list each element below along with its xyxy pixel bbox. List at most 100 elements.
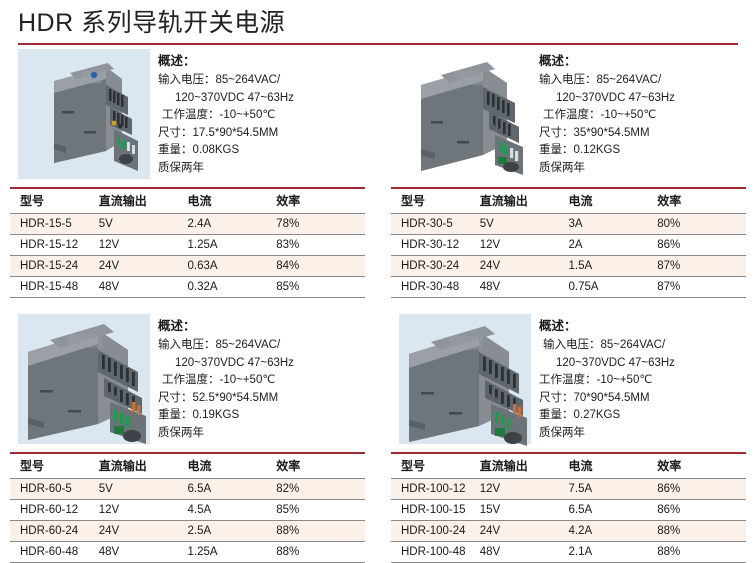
cell-efficiency: 80% <box>657 213 746 235</box>
column-header-current: 电流 <box>568 188 658 214</box>
cell-efficiency: 87% <box>657 255 746 277</box>
hdr-30-product-photo <box>391 45 539 183</box>
cell-model: HDR-30-5 <box>391 213 480 235</box>
spec-input-voltage-line2: 120~370VDC 47~63Hz <box>556 356 675 369</box>
hdr-15-product-photo <box>10 45 158 183</box>
spec-input-voltage-line1: 输入电压：85~264VAC/ <box>158 74 281 86</box>
spec-dimensions: 尺寸：52.5*90*54.5MM <box>158 391 279 404</box>
table-header-row: 型号 直流输出 电流 效率 <box>391 453 746 479</box>
table-row: HDR-30-12 12V 2A 86% <box>391 234 746 256</box>
table-top-rule <box>10 451 365 454</box>
cell-model: HDR-60-48 <box>10 541 99 563</box>
table-top-rule <box>391 451 746 454</box>
hdr-60-specs: 概述： 输入电压：85~264VAC/ 120~370VDC 47~63Hz 工… <box>158 310 365 443</box>
column-header-efficiency: 效率 <box>276 453 365 479</box>
column-header-dc-output: 直流输出 <box>98 453 188 479</box>
row-spacer <box>10 298 746 310</box>
table-row: HDR-15-48 48V 0.32A 85% <box>10 276 365 298</box>
spec-weight: 重量：0.27KGS <box>539 409 621 421</box>
cell-dc-output: 5V <box>98 213 188 235</box>
table-row: HDR-60-48 48V 1.25A 88% <box>10 541 365 563</box>
column-header-model: 型号 <box>10 453 99 479</box>
cell-current: 2.4A <box>187 213 277 235</box>
cell-current: 1.25A <box>187 234 277 256</box>
table-row: HDR-15-12 12V 1.25A 83% <box>10 234 365 256</box>
din-rail-psu-illustration <box>10 310 158 448</box>
table-row: HDR-30-5 5V 3A 80% <box>391 213 746 235</box>
spec-weight: 重量：0.12KGS <box>539 144 621 156</box>
column-header-model: 型号 <box>391 453 480 479</box>
cell-model: HDR-15-24 <box>10 255 99 277</box>
column-header-efficiency: 效率 <box>276 188 365 214</box>
cell-efficiency: 88% <box>657 520 746 542</box>
cell-dc-output: 5V <box>98 478 188 500</box>
cell-model: HDR-60-5 <box>10 478 99 500</box>
spec-input-voltage-line2: 120~370VDC 47~63Hz <box>175 356 294 369</box>
cell-model: HDR-100-48 <box>391 541 480 563</box>
hdr-15-spec-table: 型号 直流输出 电流 效率 HDR-15-5 5V 2.4A 78% HDR-1… <box>10 186 365 298</box>
column-header-current: 电流 <box>187 453 277 479</box>
cell-model: HDR-30-48 <box>391 276 480 298</box>
cell-efficiency: 85% <box>276 499 365 521</box>
column-header-current: 电流 <box>187 188 277 214</box>
cell-model: HDR-15-5 <box>10 213 99 235</box>
title-divider <box>18 42 738 45</box>
page-title: HDR 系列导轨开关电源 <box>18 9 286 37</box>
cell-efficiency: 86% <box>657 478 746 500</box>
table-row: HDR-60-12 12V 4.5A 85% <box>10 499 365 521</box>
din-rail-psu-illustration <box>391 310 539 448</box>
table-row: HDR-15-24 24V 0.63A 84% <box>10 255 365 277</box>
cell-dc-output: 15V <box>479 499 569 521</box>
column-header-dc-output: 直流输出 <box>479 188 569 214</box>
spec-temperature: 工作温度：-10~+50℃ <box>162 109 276 121</box>
cell-efficiency: 84% <box>276 255 365 277</box>
product-row-1: 概述： 输入电压：85~264VAC/ 120~370VDC 47~63Hz 工… <box>10 45 746 298</box>
table-row: HDR-100-15 15V 6.5A 86% <box>391 499 746 521</box>
cell-efficiency: 88% <box>657 541 746 563</box>
cell-current: 7.5A <box>568 478 658 500</box>
product-block-hdr-60: 概述： 输入电压：85~264VAC/ 120~370VDC 47~63Hz 工… <box>10 310 378 563</box>
table-row: HDR-30-24 24V 1.5A 87% <box>391 255 746 277</box>
cell-current: 0.32A <box>187 276 277 298</box>
spec-warranty: 质保两年 <box>158 426 204 439</box>
spec-input-voltage-line1: 输入电压：85~264VAC/ <box>539 74 662 86</box>
cell-efficiency: 85% <box>276 276 365 298</box>
cell-dc-output: 24V <box>98 255 188 277</box>
spec-warranty: 质保两年 <box>539 426 585 439</box>
hdr-30-spec-table: 型号 直流输出 电流 效率 HDR-30-5 5V 3A 80% HDR-30-… <box>391 186 746 298</box>
column-header-current: 电流 <box>568 453 658 479</box>
cell-dc-output: 5V <box>479 213 569 235</box>
cell-current: 6.5A <box>187 478 277 500</box>
cell-model: HDR-30-24 <box>391 255 480 277</box>
cell-current: 4.5A <box>187 499 277 521</box>
spec-dimensions: 尺寸：35*90*54.5MM <box>539 126 650 139</box>
spec-weight: 重量：0.08KGS <box>158 144 240 156</box>
cell-model: HDR-30-12 <box>391 234 480 256</box>
cell-dc-output: 24V <box>98 520 188 542</box>
table-row: HDR-60-5 5V 6.5A 82% <box>10 478 365 500</box>
spec-input-voltage-line2: 120~370VDC 47~63Hz <box>175 91 294 104</box>
cell-efficiency: 88% <box>276 541 365 563</box>
column-header-dc-output: 直流输出 <box>479 453 569 479</box>
spec-heading: 概述： <box>158 318 196 333</box>
table-row: HDR-100-12 12V 7.5A 86% <box>391 478 746 500</box>
spec-dimensions: 尺寸：70*90*54.5MM <box>539 391 650 404</box>
product-block-hdr-30: 概述： 输入电压：85~264VAC/ 120~370VDC 47~63Hz 工… <box>378 45 746 298</box>
cell-model: HDR-60-24 <box>10 520 99 542</box>
product-sheet: 概述： 输入电压：85~264VAC/ 120~370VDC 47~63Hz 工… <box>0 45 756 563</box>
cell-dc-output: 24V <box>479 520 569 542</box>
hdr-30-specs: 概述： 输入电压：85~264VAC/ 120~370VDC 47~63Hz 工… <box>539 45 746 178</box>
cell-current: 0.75A <box>568 276 658 298</box>
cell-model: HDR-100-24 <box>391 520 480 542</box>
cell-current: 2.5A <box>187 520 277 542</box>
table-row: HDR-30-48 48V 0.75A 87% <box>391 276 746 298</box>
page-header: HDR 系列导轨开关电源 <box>0 0 756 45</box>
cell-current: 1.25A <box>187 541 277 563</box>
cell-efficiency: 86% <box>657 499 746 521</box>
product-row-2: 概述： 输入电压：85~264VAC/ 120~370VDC 47~63Hz 工… <box>10 310 746 563</box>
table-row: HDR-60-24 24V 2.5A 88% <box>10 520 365 542</box>
cell-dc-output: 48V <box>98 276 188 298</box>
din-rail-psu-illustration <box>391 45 539 183</box>
table-header-row: 型号 直流输出 电流 效率 <box>10 453 365 479</box>
column-header-efficiency: 效率 <box>657 188 746 214</box>
